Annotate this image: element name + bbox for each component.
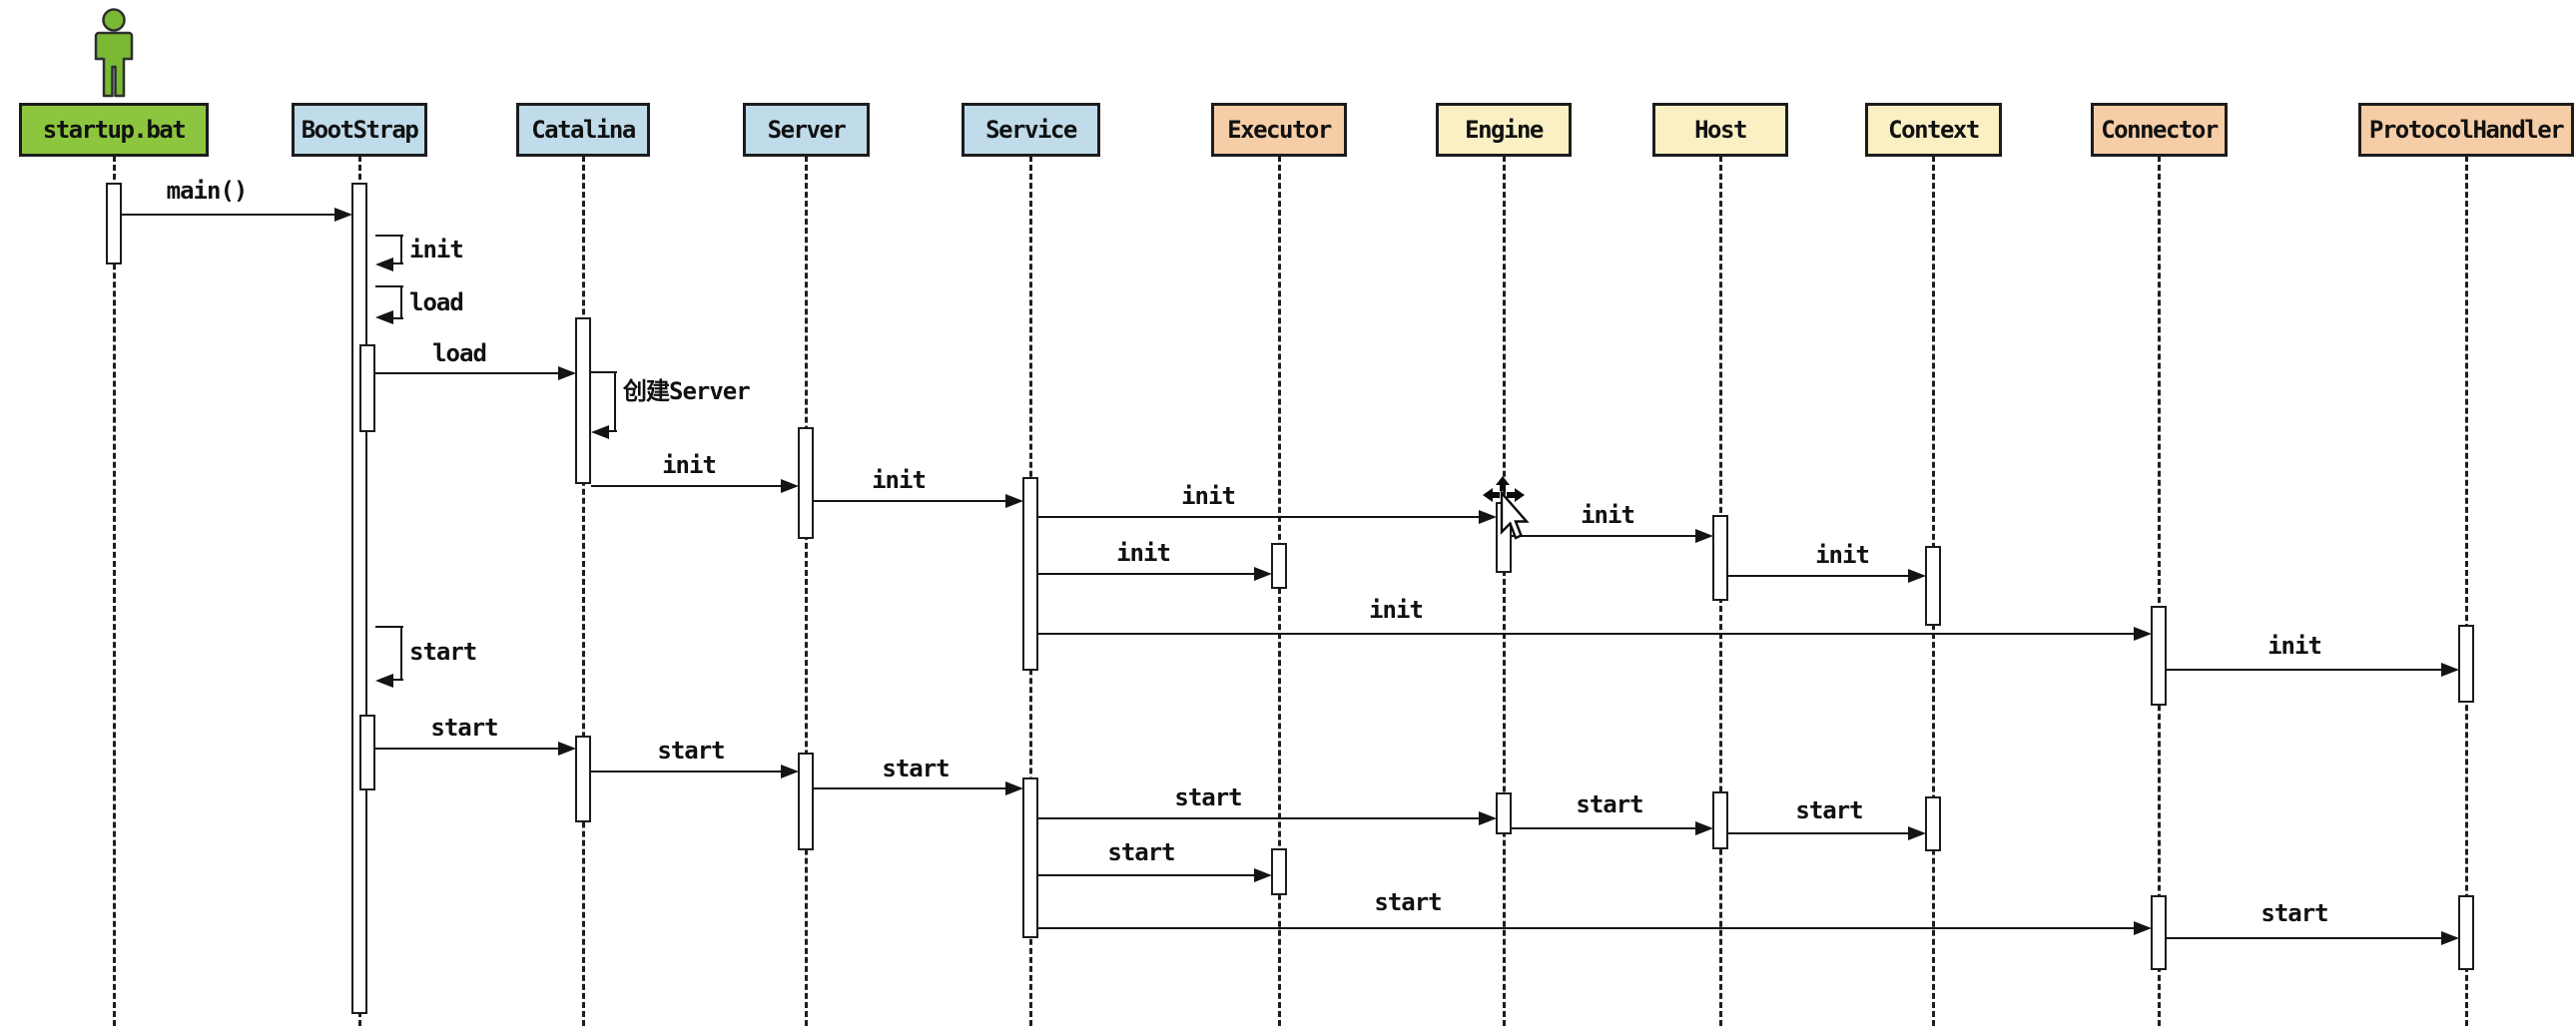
arrowhead <box>1695 529 1713 543</box>
activation-protocolhandler-init[interactable] <box>2458 625 2474 703</box>
arrowhead <box>1005 781 1023 795</box>
participant-server[interactable]: Server <box>743 103 870 157</box>
lifeline-protocolhandler <box>2465 156 2468 1026</box>
activation-host-start[interactable] <box>1712 791 1728 849</box>
arrowhead <box>591 425 609 439</box>
message-label: start <box>882 755 950 782</box>
participant-context[interactable]: Context <box>1865 103 2002 157</box>
message-label: init <box>1369 596 1424 624</box>
arrowhead <box>2134 627 2152 641</box>
arrowhead <box>558 366 576 380</box>
lifeline-executor <box>1278 156 1281 1026</box>
message-label: init <box>1116 539 1171 567</box>
activation-connector-start[interactable] <box>2151 895 2167 970</box>
message-label: start <box>1576 790 1643 818</box>
activation-context-start[interactable] <box>1925 796 1941 851</box>
activation-service-init[interactable] <box>1022 477 1038 671</box>
message-label: start <box>1174 783 1242 811</box>
message-label: start <box>1374 888 1442 916</box>
lifeline-catalina <box>582 156 585 1026</box>
arrowhead <box>1479 811 1497 825</box>
participant-service[interactable]: Service <box>962 103 1100 157</box>
message-label: init <box>662 451 717 479</box>
message-label: init <box>2267 632 2322 660</box>
activation-engine-start[interactable] <box>1496 792 1512 834</box>
arrowhead <box>1695 821 1713 835</box>
arrowhead <box>1254 868 1272 882</box>
message-label: load <box>432 339 487 367</box>
arrowhead <box>1254 567 1272 581</box>
arrowhead <box>375 310 393 324</box>
message-label: init <box>409 236 464 263</box>
mouse-cursor <box>1483 476 1530 540</box>
arrowhead <box>2441 931 2459 945</box>
activation-startup[interactable] <box>106 183 122 264</box>
actor-icon <box>94 8 134 98</box>
lifeline-connector <box>2158 156 2161 1026</box>
participant-protocolhandler[interactable]: ProtocolHandler <box>2358 103 2574 157</box>
arrowhead <box>2134 921 2152 935</box>
activation-server-init[interactable] <box>798 427 814 539</box>
message-label: init <box>872 466 927 494</box>
activation-catalina-start[interactable] <box>575 736 591 822</box>
message-label: start <box>430 714 498 742</box>
arrow-pointer-icon <box>1500 489 1530 540</box>
arrowhead <box>781 479 799 493</box>
message-label: 创建Server <box>623 377 751 405</box>
participant-engine[interactable]: Engine <box>1436 103 1572 157</box>
move-cursor-icon <box>1483 476 1525 502</box>
arrowhead <box>1908 826 1926 840</box>
activation-context-init[interactable] <box>1925 546 1941 626</box>
lifeline-engine <box>1503 156 1506 1026</box>
lifeline-startup-bat <box>113 156 116 1026</box>
activation-catalina-init[interactable] <box>575 317 591 484</box>
arrowhead <box>558 742 576 756</box>
message-label: start <box>657 737 725 765</box>
message-label: init <box>1815 541 1870 569</box>
activation-executor-start[interactable] <box>1271 848 1287 895</box>
participant-host[interactable]: Host <box>1652 103 1788 157</box>
activation-connector-init[interactable] <box>2151 606 2167 706</box>
arrowhead <box>375 674 393 688</box>
arrowhead <box>334 208 352 222</box>
activation-bootstrap-main[interactable] <box>351 183 367 1014</box>
lifeline-server <box>805 156 808 1026</box>
message-label: start <box>409 638 477 666</box>
participant-catalina[interactable]: Catalina <box>516 103 650 157</box>
arrowhead <box>1005 494 1023 508</box>
participant-bootstrap[interactable]: BootStrap <box>292 103 427 157</box>
message-label: start <box>2260 899 2328 927</box>
message-label: load <box>409 288 464 316</box>
message-label: init <box>1181 482 1236 510</box>
arrowhead <box>1479 510 1497 524</box>
activation-bootstrap-start[interactable] <box>359 715 375 790</box>
participant-executor[interactable]: Executor <box>1211 103 1347 157</box>
activation-protocolhandler-start[interactable] <box>2458 895 2474 970</box>
message-label: start <box>1107 838 1175 866</box>
activation-host-init[interactable] <box>1712 515 1728 601</box>
arrowhead <box>2441 663 2459 677</box>
message-label: start <box>1795 796 1863 824</box>
participant-connector[interactable]: Connector <box>2091 103 2228 157</box>
message-label: main() <box>166 177 249 205</box>
arrowhead <box>1908 569 1926 583</box>
participant-startup-bat[interactable]: startup.bat <box>19 103 209 157</box>
activation-service-start[interactable] <box>1022 777 1038 938</box>
arrowhead <box>781 765 799 778</box>
arrowhead <box>375 258 393 271</box>
activation-executor-init[interactable] <box>1271 543 1287 589</box>
message-label: init <box>1581 501 1635 529</box>
activation-server-start[interactable] <box>798 753 814 850</box>
activation-bootstrap-load[interactable] <box>359 344 375 432</box>
